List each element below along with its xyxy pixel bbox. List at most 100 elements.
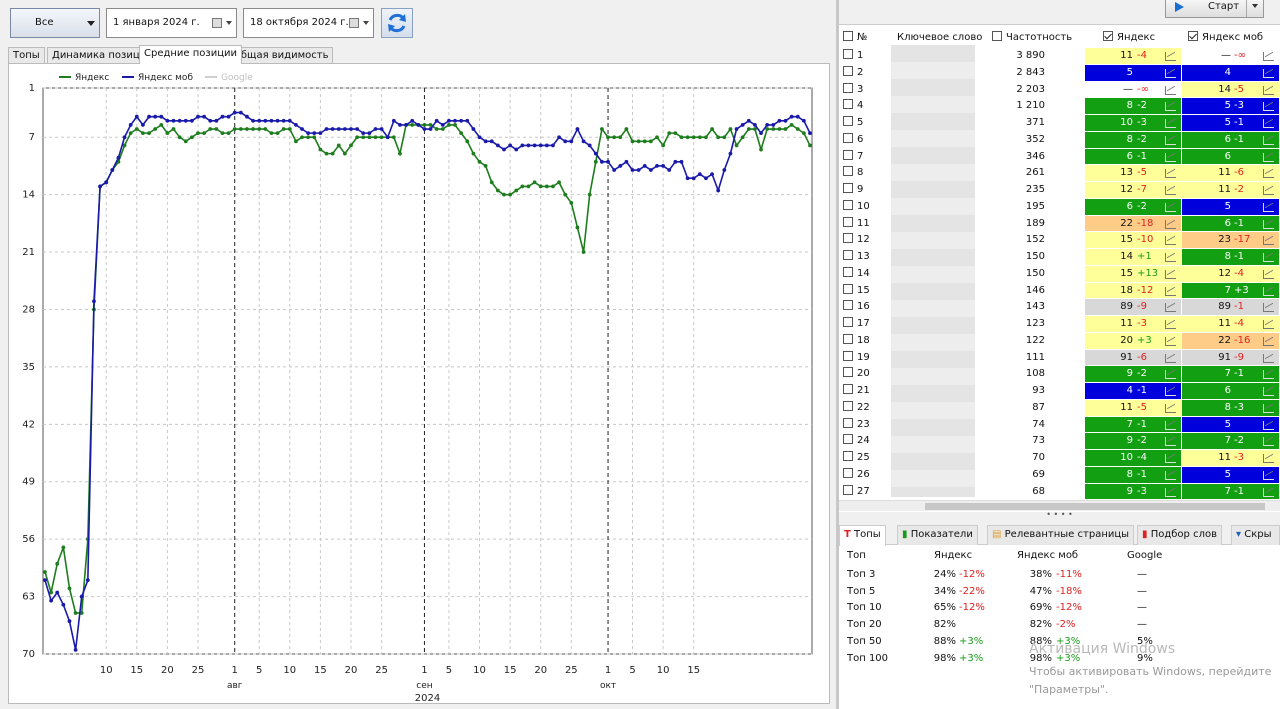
table-row[interactable]: 9 235 12 -7 11 -2 bbox=[839, 182, 1280, 199]
header-yandex[interactable]: Яндекс bbox=[1103, 28, 1155, 47]
position-cell[interactable]: 6 -2 bbox=[1085, 198, 1182, 216]
position-cell[interactable]: 11 -5 bbox=[1085, 399, 1182, 417]
table-row[interactable]: 6 352 8 -2 6 -1 bbox=[839, 131, 1280, 149]
position-cell[interactable]: 11 -4 bbox=[1085, 48, 1182, 65]
chart-icon[interactable] bbox=[1263, 219, 1274, 229]
table-row[interactable]: 23 74 7 -1 5 bbox=[839, 416, 1280, 434]
chart-icon[interactable] bbox=[1165, 236, 1176, 246]
position-cell[interactable]: 6 bbox=[1182, 383, 1280, 400]
position-cell[interactable]: 23 -17 bbox=[1182, 232, 1280, 249]
position-cell[interactable]: 8 -1 bbox=[1085, 466, 1182, 484]
position-cell[interactable]: 7 -1 bbox=[1182, 483, 1280, 501]
chart-icon[interactable] bbox=[1165, 286, 1176, 296]
chart-icon[interactable] bbox=[1165, 487, 1176, 497]
legend-label[interactable]: Яндекс моб bbox=[138, 73, 193, 83]
yandex-mob-checkbox[interactable] bbox=[1188, 31, 1198, 41]
chart-icon[interactable] bbox=[1165, 420, 1176, 430]
position-cell[interactable]: 5 -1 bbox=[1182, 115, 1280, 132]
row-checkbox[interactable] bbox=[843, 434, 853, 445]
chart-icon[interactable] bbox=[1263, 85, 1274, 95]
row-checkbox[interactable] bbox=[843, 400, 853, 411]
row-checkbox[interactable] bbox=[843, 367, 853, 378]
position-cell[interactable]: 5 -3 bbox=[1182, 98, 1280, 115]
chart-icon[interactable] bbox=[1165, 370, 1176, 380]
table-row[interactable]: 13 150 14 +1 8 -1 bbox=[839, 249, 1280, 266]
position-cell[interactable]: 10 -4 bbox=[1085, 450, 1182, 467]
refresh-button[interactable] bbox=[381, 8, 413, 38]
chevron-down-icon[interactable] bbox=[1252, 4, 1258, 8]
table-row[interactable]: 4 1 210 8 -2 5 -3 bbox=[839, 98, 1280, 115]
chart-icon[interactable] bbox=[1165, 253, 1176, 262]
chart-icon[interactable] bbox=[1165, 353, 1176, 363]
position-cell[interactable]: — -∞ bbox=[1085, 81, 1182, 99]
position-cell[interactable]: 22 -18 bbox=[1085, 215, 1182, 233]
table-row[interactable]: 19 111 91 -6 91 -9 bbox=[839, 349, 1280, 367]
row-checkbox[interactable] bbox=[843, 199, 853, 210]
header-num[interactable]: № bbox=[843, 28, 867, 47]
chart-icon[interactable] bbox=[1165, 152, 1176, 162]
position-cell[interactable]: 4 -1 bbox=[1085, 383, 1182, 400]
table-row[interactable]: 17 123 11 -3 11 -4 bbox=[839, 316, 1280, 333]
row-checkbox[interactable] bbox=[843, 300, 853, 311]
row-checkbox[interactable] bbox=[843, 233, 853, 244]
position-cell[interactable]: 8 -2 bbox=[1085, 131, 1182, 149]
start-button[interactable]: Старт bbox=[1165, 0, 1264, 18]
row-checkbox[interactable] bbox=[843, 333, 853, 344]
table-row[interactable]: 2 2 843 5 4 bbox=[839, 64, 1280, 82]
row-checkbox[interactable] bbox=[843, 384, 853, 394]
table-row[interactable]: 27 68 9 -3 7 -1 bbox=[839, 483, 1280, 501]
position-cell[interactable]: 6 -1 bbox=[1182, 131, 1280, 149]
position-cell[interactable]: 15 -10 bbox=[1085, 232, 1182, 249]
row-checkbox[interactable] bbox=[843, 451, 853, 461]
table-row[interactable]: 3 2 203 — -∞ 14 -5 bbox=[839, 81, 1280, 99]
chart-icon[interactable] bbox=[1263, 52, 1274, 61]
row-checkbox[interactable] bbox=[843, 132, 853, 143]
position-cell[interactable]: 11 -4 bbox=[1182, 316, 1280, 333]
chart-icon[interactable] bbox=[1165, 437, 1176, 447]
table-row[interactable]: 26 69 8 -1 5 bbox=[839, 466, 1280, 484]
table-row[interactable]: 18 122 20 +3 22 -16 bbox=[839, 332, 1280, 350]
position-cell[interactable]: 11 -6 bbox=[1182, 165, 1280, 182]
position-cell[interactable]: 8 -2 bbox=[1085, 98, 1182, 115]
tab-hidden[interactable]: ▾ Скры bbox=[1231, 525, 1280, 545]
chart-icon[interactable] bbox=[1263, 420, 1274, 430]
row-checkbox[interactable] bbox=[843, 216, 853, 227]
table-row[interactable]: 1 3 890 11 -4 — -∞ bbox=[839, 48, 1280, 65]
chart-icon[interactable] bbox=[1263, 320, 1274, 329]
chart-icon[interactable] bbox=[1263, 186, 1274, 195]
table-row[interactable]: 10 195 6 -2 5 bbox=[839, 198, 1280, 216]
position-cell[interactable]: 20 +3 bbox=[1085, 332, 1182, 350]
chart-icon[interactable] bbox=[1165, 320, 1176, 329]
date-to-picker[interactable]: 18 октября 2024 г. bbox=[243, 8, 374, 38]
chart-icon[interactable] bbox=[1165, 403, 1176, 413]
position-cell[interactable]: 9 -2 bbox=[1085, 366, 1182, 383]
tab-average-positions[interactable]: Средние позиции bbox=[139, 45, 243, 64]
tab-relevant-pages[interactable]: ▤ Релевантные страницы bbox=[987, 525, 1135, 545]
chart-icon[interactable] bbox=[1263, 68, 1274, 78]
chart-icon[interactable] bbox=[1263, 470, 1274, 480]
chart-icon[interactable] bbox=[1165, 269, 1176, 279]
chart-icon[interactable] bbox=[1263, 269, 1274, 279]
chart-icon[interactable] bbox=[1263, 286, 1274, 296]
table-row[interactable]: 21 93 4 -1 6 bbox=[839, 383, 1280, 400]
legend-label[interactable]: Яндекс bbox=[75, 73, 109, 83]
table-row[interactable]: 8 261 13 -5 11 -6 bbox=[839, 165, 1280, 182]
position-cell[interactable]: 89 -9 bbox=[1085, 299, 1182, 316]
table-row[interactable]: 25 70 10 -4 11 -3 bbox=[839, 450, 1280, 467]
chart-icon[interactable] bbox=[1263, 370, 1274, 380]
position-cell[interactable]: 11 -2 bbox=[1182, 182, 1280, 199]
position-cell[interactable]: 7 +3 bbox=[1182, 282, 1280, 300]
chart-icon[interactable] bbox=[1263, 454, 1274, 463]
row-checkbox[interactable] bbox=[843, 149, 853, 160]
position-cell[interactable]: 89 -1 bbox=[1182, 299, 1280, 316]
position-cell[interactable]: 14 -5 bbox=[1182, 81, 1280, 99]
chart-icon[interactable] bbox=[1263, 119, 1274, 128]
position-cell[interactable]: 10 -3 bbox=[1085, 115, 1182, 132]
row-checkbox[interactable] bbox=[843, 283, 853, 294]
table-row[interactable]: 14 150 15 +13 12 -4 bbox=[839, 265, 1280, 283]
position-cell[interactable]: 12 -7 bbox=[1085, 182, 1182, 199]
row-checkbox[interactable] bbox=[843, 484, 853, 495]
table-row[interactable]: 15 146 18 -12 7 +3 bbox=[839, 282, 1280, 300]
row-checkbox[interactable] bbox=[843, 250, 853, 260]
chart-icon[interactable] bbox=[1165, 387, 1176, 396]
